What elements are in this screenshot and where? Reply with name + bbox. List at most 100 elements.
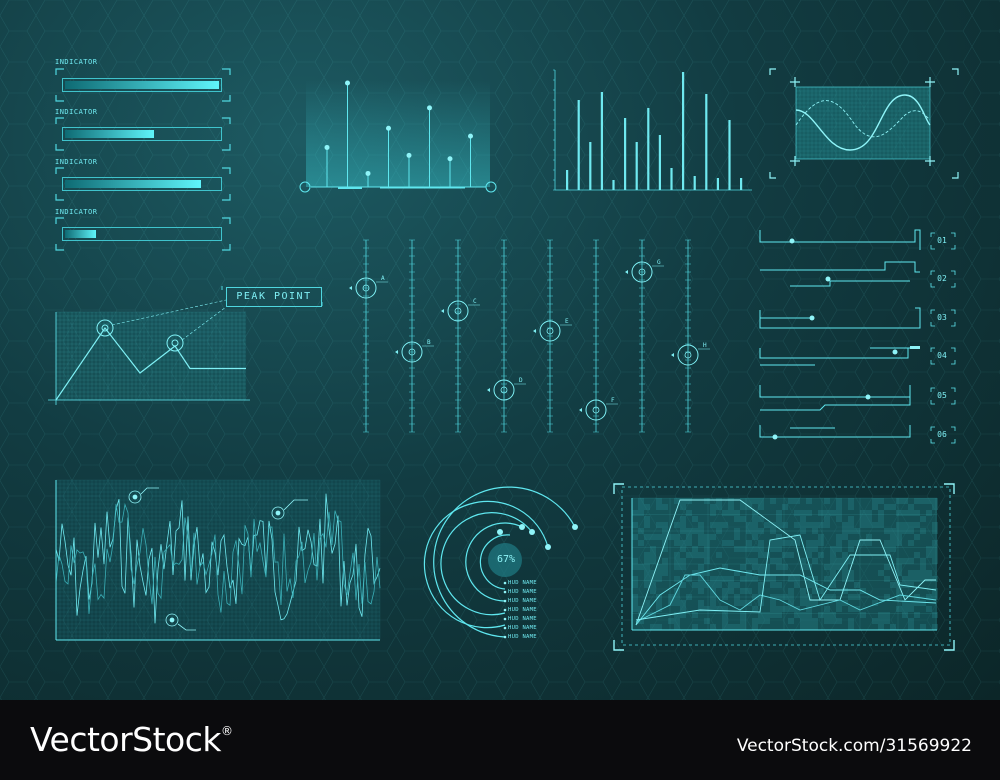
noise-cell: [818, 588, 824, 594]
noise-cell: [716, 498, 722, 504]
noise-cell: [806, 624, 812, 630]
noise-cell: [800, 600, 806, 606]
noise-cell: [632, 594, 638, 600]
noise-cell: [734, 594, 740, 600]
noise-cell: [920, 564, 926, 570]
noise-cell: [638, 564, 644, 570]
hud-canvas: INDICATOR INDICATOR INDICATOR INDICATOR: [0, 0, 1000, 700]
noise-cell: [860, 612, 866, 618]
noise-cell: [674, 624, 680, 630]
noise-cell: [680, 504, 686, 510]
noise-cell: [884, 546, 890, 552]
noise-cell: [632, 534, 638, 540]
noise-cell: [632, 600, 638, 606]
noise-cell: [830, 558, 836, 564]
noise-cell: [776, 510, 782, 516]
noise-cell: [842, 528, 848, 534]
noise-cell: [824, 612, 830, 618]
noise-cell: [776, 564, 782, 570]
noise-cell: [674, 576, 680, 582]
indicator-brackets: [55, 68, 231, 251]
noise-cell: [770, 522, 776, 528]
noise-cell: [806, 600, 812, 606]
bar: [740, 178, 743, 190]
noise-cell: [830, 546, 836, 552]
noise-cell: [842, 534, 848, 540]
noise-cell: [926, 606, 932, 612]
noise-cell: [812, 558, 818, 564]
gauge-letter: A: [381, 275, 385, 282]
multi-line-chart: [613, 483, 955, 651]
hud-dot: [503, 617, 507, 621]
noise-cell: [884, 576, 890, 582]
bar: [670, 168, 673, 190]
noise-cell: [872, 600, 878, 606]
hud-name-label: HUD NAME: [508, 634, 537, 640]
noise-cell: [794, 498, 800, 504]
hud-name-label: HUD NAME: [508, 580, 537, 586]
stock-footer: VectorStock® VectorStock.com/31569922: [0, 700, 1000, 780]
gauge-pointer: [487, 388, 490, 392]
noise-cell: [932, 522, 938, 528]
noise-cell: [782, 522, 788, 528]
noise-cell: [758, 552, 764, 558]
noise-cell: [704, 558, 710, 564]
noise-cell: [704, 570, 710, 576]
bar: [658, 135, 661, 190]
noise-cell: [764, 552, 770, 558]
noise-cell: [806, 510, 812, 516]
noise-cell: [806, 498, 812, 504]
noise-cell: [926, 510, 932, 516]
noise-cell: [650, 552, 656, 558]
image-credit: VectorStock.com/31569922: [736, 736, 972, 756]
gauge-letter: C: [473, 298, 477, 305]
noise-cell: [914, 576, 920, 582]
noise-cell: [680, 582, 686, 588]
noise-cell: [740, 504, 746, 510]
noise-cell: [704, 546, 710, 552]
noise-cell: [908, 570, 914, 576]
noise-cell: [812, 618, 818, 624]
indicator-fill: [65, 130, 155, 138]
noise-cell: [884, 612, 890, 618]
noise-cell: [680, 558, 686, 564]
noise-cell: [728, 576, 734, 582]
noise-cell: [662, 528, 668, 534]
noise-cell: [848, 594, 854, 600]
lollipop-chart: [299, 80, 497, 193]
noise-cell: [776, 612, 782, 618]
noise-cell: [920, 498, 926, 504]
noise-cell: [776, 558, 782, 564]
lollipop-dot: [324, 144, 330, 150]
noise-cell: [848, 516, 854, 522]
noise-cell: [746, 528, 752, 534]
noise-cell: [848, 624, 854, 630]
gauge-letter: B: [427, 339, 431, 346]
noise-cell: [812, 600, 818, 606]
noise-cell: [920, 516, 926, 522]
noise-cell: [722, 564, 728, 570]
noise-cell: [836, 546, 842, 552]
noise-cell: [746, 540, 752, 546]
noise-cell: [824, 618, 830, 624]
noise-cell: [902, 510, 908, 516]
noise-cell: [674, 498, 680, 504]
indicator-bar: [62, 227, 222, 241]
noise-cell: [680, 600, 686, 606]
noise-cell: [920, 570, 926, 576]
indicator-bar: [62, 78, 222, 92]
indicator-bar: [62, 127, 222, 141]
noise-cell: [692, 612, 698, 618]
noise-cell: [698, 552, 704, 558]
noise-cell: [818, 612, 824, 618]
noise-cell: [644, 564, 650, 570]
noise-cell: [794, 534, 800, 540]
noise-cell: [902, 498, 908, 504]
noise-cell: [788, 594, 794, 600]
noise-cell: [896, 570, 902, 576]
noise-cell: [644, 600, 650, 606]
noise-cell: [902, 522, 908, 528]
noise-cell: [812, 588, 818, 594]
indicator-label: INDICATOR: [55, 108, 98, 116]
noise-cell: [740, 600, 746, 606]
